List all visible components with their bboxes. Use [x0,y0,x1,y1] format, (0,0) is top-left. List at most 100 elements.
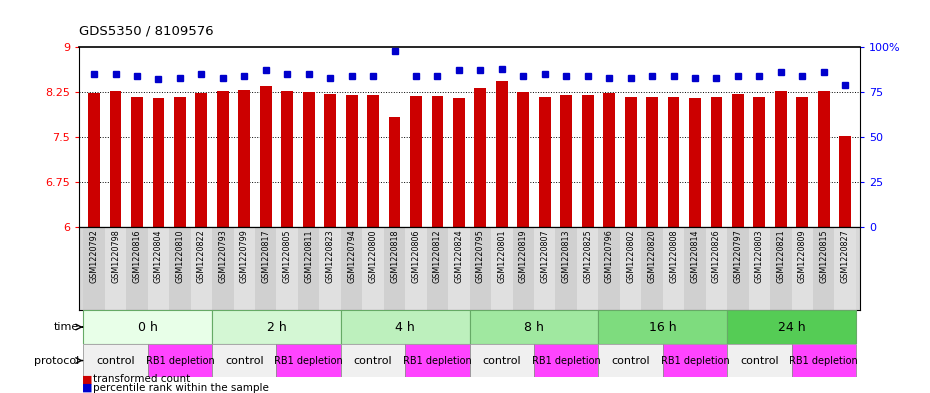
Text: GSM1220813: GSM1220813 [562,229,571,283]
Bar [813,227,834,310]
Text: GSM1220794: GSM1220794 [347,229,356,283]
Bar [367,95,379,227]
Bar [834,227,856,310]
Bar [684,227,706,310]
Text: GSM1220809: GSM1220809 [798,229,807,283]
Bar [517,92,529,227]
Bar [217,91,229,227]
Bar [538,97,551,227]
Bar [427,227,448,310]
Text: ■: ■ [82,375,92,384]
Bar [453,98,465,227]
Bar [148,344,212,377]
Bar [191,227,212,310]
Bar [110,91,122,227]
Text: GSM1220802: GSM1220802 [626,229,635,283]
Bar [303,92,314,227]
Bar [195,93,207,227]
Text: GSM1220824: GSM1220824 [455,229,463,283]
Text: GSM1220812: GSM1220812 [433,229,442,283]
Bar [470,310,598,344]
Text: time: time [54,322,79,332]
Bar [663,344,727,377]
Bar [363,227,384,310]
Text: GDS5350 / 8109576: GDS5350 / 8109576 [79,24,214,37]
Bar [727,227,749,310]
Bar [384,227,405,310]
Bar [727,344,791,377]
Bar [620,227,642,310]
Bar [642,227,663,310]
Bar [817,91,830,227]
Bar [255,227,276,310]
Text: GSM1220810: GSM1220810 [176,229,184,283]
Bar [582,95,593,227]
Bar [770,227,791,310]
Bar [753,97,765,227]
Text: GSM1220818: GSM1220818 [390,229,399,283]
Bar [470,344,534,377]
Text: RB1 depletion: RB1 depletion [790,356,858,365]
Text: control: control [353,356,392,365]
Bar [341,310,470,344]
Text: GSM1220825: GSM1220825 [583,229,592,283]
Bar [791,227,813,310]
Text: GSM1220827: GSM1220827 [841,229,850,283]
Bar [496,81,508,227]
Bar [389,117,401,227]
Text: ■: ■ [82,383,92,393]
Bar [625,97,636,227]
Bar [212,344,276,377]
Text: GSM1220805: GSM1220805 [283,229,292,283]
Text: GSM1220817: GSM1220817 [261,229,271,283]
Bar [604,93,615,227]
Bar [534,227,555,310]
Text: GSM1220796: GSM1220796 [604,229,614,283]
Text: GSM1220793: GSM1220793 [219,229,227,283]
Bar [84,344,148,377]
Bar [727,310,856,344]
Bar [148,227,169,310]
Bar [281,92,293,227]
Bar [555,227,577,310]
Bar [512,227,534,310]
Bar [298,227,319,310]
Bar [796,97,808,227]
Text: control: control [96,356,135,365]
Bar [276,227,298,310]
Text: RB1 depletion: RB1 depletion [660,356,729,365]
Text: GSM1220804: GSM1220804 [154,229,163,283]
Text: GSM1220800: GSM1220800 [368,229,378,283]
Bar [470,227,491,310]
Bar [432,96,444,227]
Bar [238,90,250,227]
Text: RB1 depletion: RB1 depletion [145,356,214,365]
Text: 4 h: 4 h [395,321,415,334]
Text: GSM1220820: GSM1220820 [647,229,657,283]
Bar [174,97,186,227]
Text: 16 h: 16 h [649,321,677,334]
Bar [474,88,486,227]
Bar [84,227,105,310]
Text: percentile rank within the sample: percentile rank within the sample [93,383,269,393]
Bar [732,94,744,227]
Text: control: control [740,356,778,365]
Text: 2 h: 2 h [267,321,286,334]
Bar [346,95,357,227]
Text: GSM1220792: GSM1220792 [89,229,99,283]
Bar [341,344,405,377]
Text: GSM1220816: GSM1220816 [132,229,141,283]
Bar [212,310,341,344]
Bar [534,344,598,377]
Text: control: control [225,356,263,365]
Text: GSM1220806: GSM1220806 [411,229,420,283]
Bar [153,98,165,227]
Text: GSM1220795: GSM1220795 [476,229,485,283]
Text: GSM1220819: GSM1220819 [519,229,528,283]
Text: GSM1220815: GSM1220815 [819,229,829,283]
Text: GSM1220811: GSM1220811 [304,229,313,283]
Bar [706,227,727,310]
Text: GSM1220799: GSM1220799 [240,229,249,283]
Bar [325,94,336,227]
Text: GSM1220814: GSM1220814 [690,229,699,283]
